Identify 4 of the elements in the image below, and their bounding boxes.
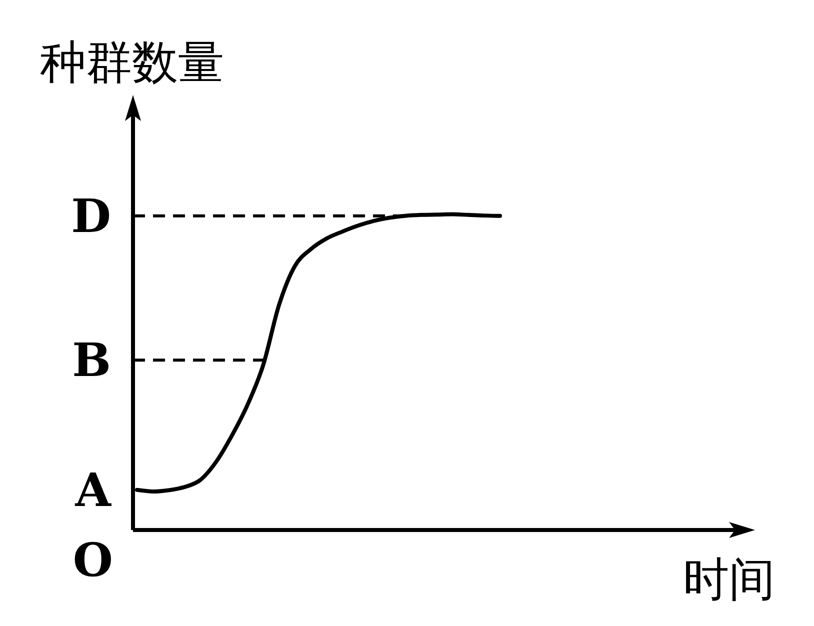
annotation: A: [75, 462, 111, 517]
annotation: O: [72, 533, 113, 587]
xlabel: 时间: [683, 552, 775, 606]
ylabel: 种群数量: [40, 35, 224, 89]
